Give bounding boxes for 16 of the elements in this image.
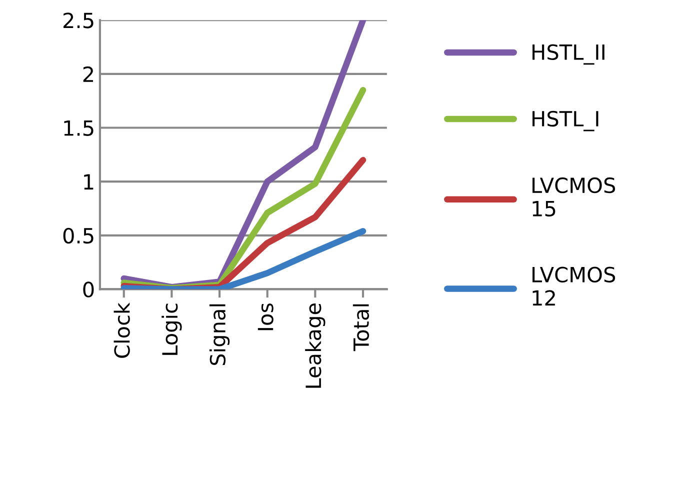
x-tick-label: Signal [209,304,230,366]
x-tick-label: Leakage [305,304,326,388]
y-tick-label: 1 [84,174,94,190]
y-tick-label: 0.5 [63,228,94,244]
x-tick-label: Ios [258,303,274,330]
legend-label: LVCMOS 15 [532,177,616,217]
y-tick-label: 2 [83,66,94,82]
legend-label: LVCMOS 12 [532,266,616,306]
x-tick-label: Total [352,304,370,352]
y-tick-label: 1.5 [64,120,94,136]
legend-label: HSTL_I [532,110,598,132]
y-tick-label: 0 [83,282,94,298]
y-tick-label: 2.5 [63,12,94,28]
legend-label: HSTL_II [532,44,604,65]
x-tick-label: Logic [162,304,182,355]
x-tick-label: Clock [114,302,130,358]
